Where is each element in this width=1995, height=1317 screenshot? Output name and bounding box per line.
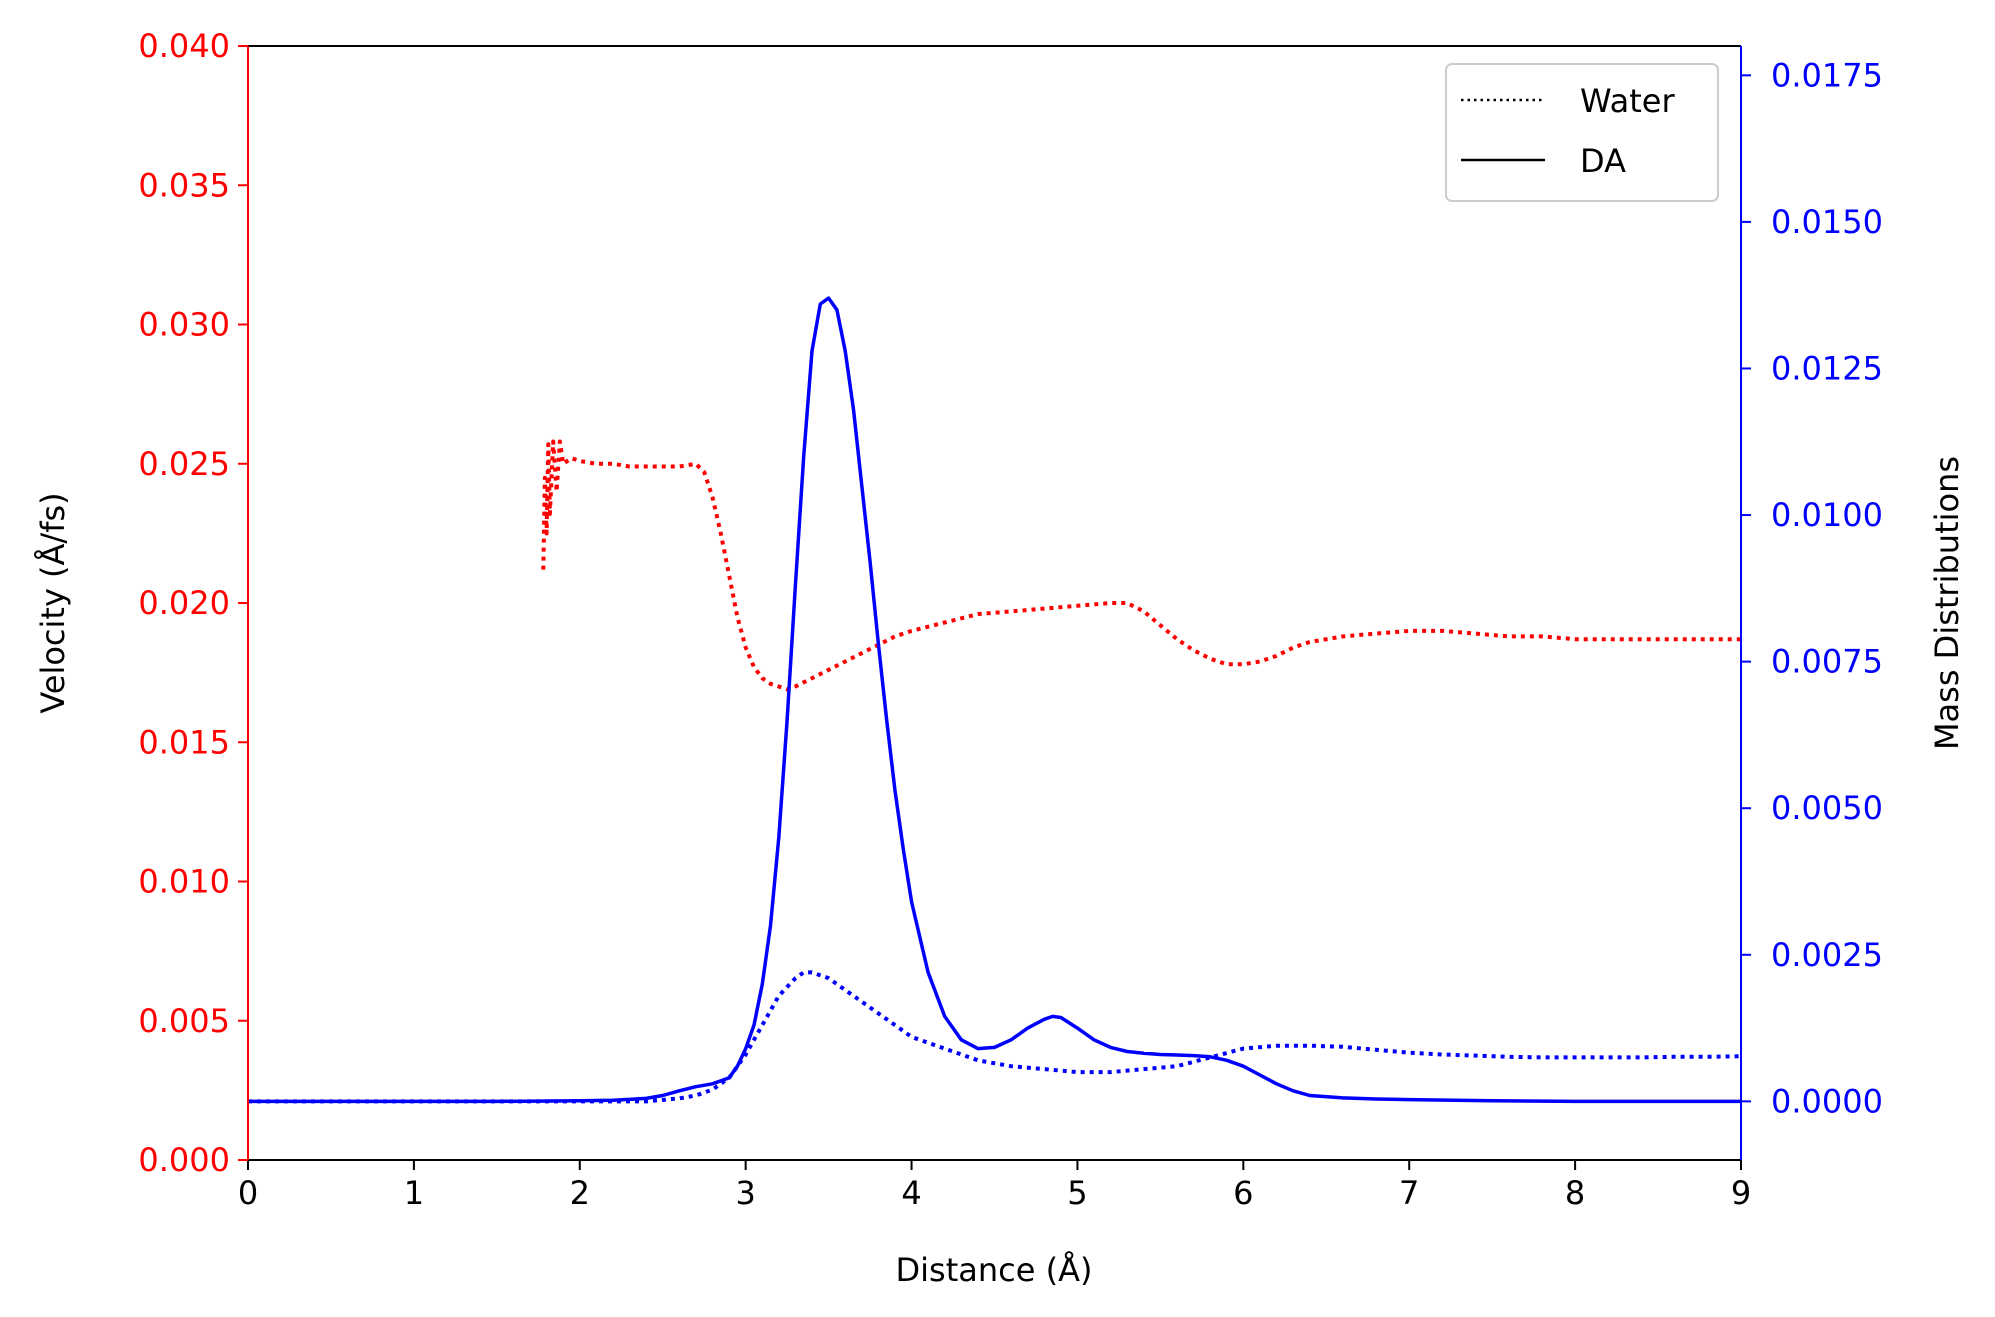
x-axis-title: Distance (Å): [896, 1251, 1093, 1289]
series-line-2: [248, 296, 1741, 1104]
y-right-axis-title: Mass Distributions: [1928, 456, 1966, 750]
y-left-tick-label: 0.030: [138, 306, 230, 344]
y-right-tick-label: 0.0175: [1771, 56, 1883, 94]
y-left-tick-label: 0.040: [138, 27, 230, 65]
series-layer: [248, 296, 1742, 1104]
x-tick-label: 6: [1233, 1174, 1253, 1212]
legend: Water DA: [1445, 63, 1719, 202]
y-left-tick-label: 0.015: [138, 723, 230, 761]
y-left-tick-label: 0.005: [138, 1002, 230, 1040]
y-right-tick-label: 0.0075: [1771, 643, 1883, 681]
x-tick-label: 3: [735, 1174, 755, 1212]
x-tick-label: 8: [1565, 1174, 1585, 1212]
x-tick-label: 5: [1067, 1174, 1087, 1212]
y-left-tick-label: 0.010: [138, 863, 230, 901]
y-left-tick-label: 0.035: [138, 166, 230, 204]
x-tick-label: 1: [404, 1174, 424, 1212]
x-tick-label: 0: [238, 1174, 258, 1212]
legend-frame: [1445, 63, 1719, 202]
y-left-tick-label: 0.020: [138, 584, 230, 622]
series-line-1: [248, 970, 1742, 1104]
y-left-tick-label: 0.025: [138, 445, 230, 483]
y-right-axis-ticks: 0.0000 0.0025 0.0050 0.0075 0.0100 0.0125 0.01…: [1741, 56, 1883, 1120]
legend-label-water: Water: [1580, 82, 1675, 120]
x-tick-label: 9: [1731, 1174, 1751, 1212]
x-tick-label: 4: [901, 1174, 921, 1212]
y-left-tick-label: 0.000: [138, 1141, 230, 1179]
y-left-axis-ticks: 0.000 0.005 0.010 0.015 0.020 0.025 0.030 0.035…: [138, 27, 248, 1179]
x-tick-label: 7: [1399, 1174, 1419, 1212]
y-left-axis-title: Velocity (Å/fs): [34, 492, 72, 713]
y-right-tick-label: 0.0150: [1771, 203, 1883, 241]
y-right-tick-label: 0.0050: [1771, 789, 1883, 827]
y-right-tick-label: 0.0000: [1771, 1082, 1883, 1120]
y-right-tick-label: 0.0100: [1771, 496, 1883, 534]
y-right-tick-label: 0.0125: [1771, 349, 1883, 387]
y-right-tick-label: 0.0025: [1771, 936, 1883, 974]
x-tick-label: 2: [570, 1174, 590, 1212]
series-line-0: [541, 439, 1741, 692]
legend-label-da: DA: [1580, 142, 1626, 180]
x-axis-ticks: 0 1 2 3 4 5 6 7 8 9: [238, 1160, 1751, 1212]
